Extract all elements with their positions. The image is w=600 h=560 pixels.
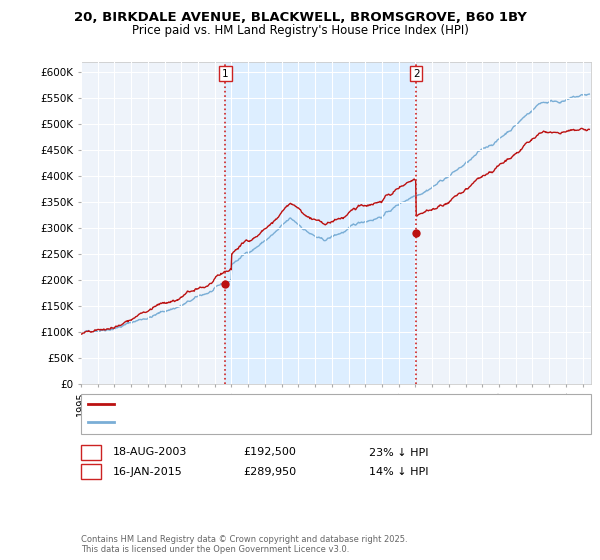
Text: 18-AUG-2003: 18-AUG-2003 xyxy=(113,447,187,458)
Text: 16-JAN-2015: 16-JAN-2015 xyxy=(113,466,182,477)
Text: HPI: Average price, detached house, Bromsgrove: HPI: Average price, detached house, Brom… xyxy=(118,417,374,427)
Text: 23% ↓ HPI: 23% ↓ HPI xyxy=(369,447,428,458)
Text: 20, BIRKDALE AVENUE, BLACKWELL, BROMSGROVE, B60 1BY (detached house): 20, BIRKDALE AVENUE, BLACKWELL, BROMSGRO… xyxy=(118,399,529,409)
Text: 2: 2 xyxy=(413,68,419,78)
Text: 20, BIRKDALE AVENUE, BLACKWELL, BROMSGROVE, B60 1BY: 20, BIRKDALE AVENUE, BLACKWELL, BROMSGRO… xyxy=(74,11,526,24)
Text: 1: 1 xyxy=(88,447,94,458)
Text: £289,950: £289,950 xyxy=(243,466,296,477)
Text: Price paid vs. HM Land Registry's House Price Index (HPI): Price paid vs. HM Land Registry's House … xyxy=(131,24,469,37)
Text: £192,500: £192,500 xyxy=(243,447,296,458)
Text: Contains HM Land Registry data © Crown copyright and database right 2025.
This d: Contains HM Land Registry data © Crown c… xyxy=(81,535,407,554)
Text: 2: 2 xyxy=(88,466,94,477)
Bar xyxy=(226,62,416,384)
Text: 1: 1 xyxy=(222,68,229,78)
Text: 14% ↓ HPI: 14% ↓ HPI xyxy=(369,466,428,477)
